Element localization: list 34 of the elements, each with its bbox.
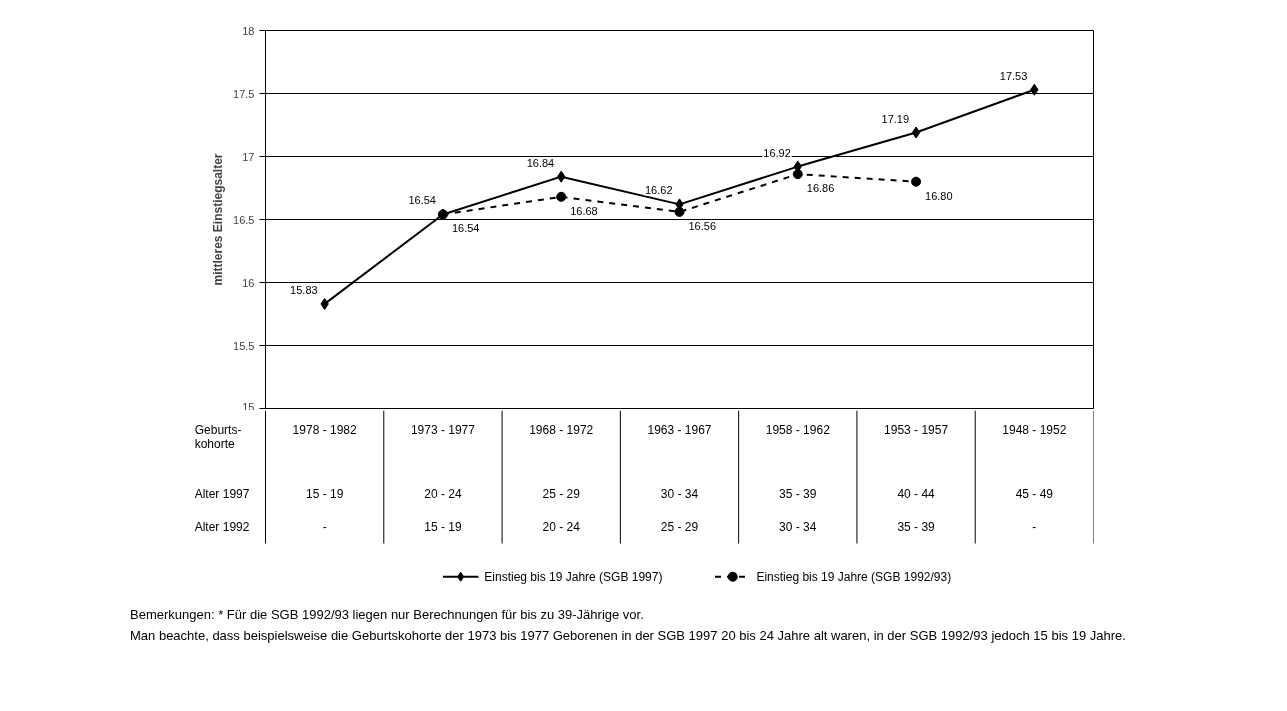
data-label: 16.92 bbox=[763, 146, 791, 159]
legend-label: Einstieg bis 19 Jahre (SGB 1992/93) bbox=[756, 569, 952, 584]
legend-label: Einstieg bis 19 Jahre (SGB 1997) bbox=[484, 569, 663, 584]
category-label: 1978 - 1982 15 - 19 - bbox=[292, 422, 357, 535]
category-label: 1963 - 1967 30 - 34 25 - 29 bbox=[647, 422, 712, 534]
y-tick-label: 17.5 bbox=[233, 87, 255, 100]
data-label: 16.86 bbox=[806, 182, 835, 195]
y-tick-label: 16.5 bbox=[233, 213, 255, 226]
data-label: 16.56 bbox=[688, 219, 717, 232]
y-axis-title: mittleres Einstiegsalter bbox=[211, 153, 226, 286]
data-label: 17.53 bbox=[999, 69, 1028, 82]
data-label: 16.54 bbox=[408, 194, 436, 207]
data-label: 15.83 bbox=[290, 283, 318, 296]
data-label: 16.84 bbox=[526, 156, 555, 169]
y-tick-label: 15 bbox=[242, 400, 255, 413]
y-tick-label: 16 bbox=[242, 276, 255, 289]
text: Alter 1992 bbox=[194, 519, 250, 534]
y-tick-label: 17 bbox=[242, 150, 255, 163]
category-label: 1953 - 1957 40 - 44 35 - 39 bbox=[884, 422, 949, 534]
data-label: 16.62 bbox=[644, 184, 673, 197]
category-label: 1958 - 1962 35 - 39 30 - 34 bbox=[765, 422, 830, 534]
data-label: 16.80 bbox=[925, 189, 953, 202]
y-tick-label: 15.5 bbox=[233, 339, 255, 352]
text: Bemerkungen: * Für die SGB 1992/93 liegen nur Berechnungen für bis zu 39-Jährige vor. bbox=[130, 607, 644, 622]
data-label: 16.54 bbox=[451, 222, 480, 235]
data-label: 17.19 bbox=[881, 112, 910, 125]
category-label: 1973 - 1977 20 - 24 15 - 19 bbox=[410, 422, 475, 534]
category-label: 1968 - 1972 25 - 29 20 - 24 bbox=[529, 422, 594, 534]
category-label: 1948 - 1952 45 - 49 - bbox=[1002, 422, 1067, 535]
data-label: 16.68 bbox=[570, 204, 598, 217]
y-tick-label: 18 bbox=[242, 24, 255, 37]
text: Alter 1997 bbox=[194, 486, 250, 501]
text: Man beachte, dass beispielsweise die Geburtskohorte der 1973 bis 1977 Geborenen in der SGB 1997 20 bis 24 Jahre alt waren, in der SGB 1992/93 jedoch 15 bis 19 Jahre. bbox=[130, 627, 1126, 643]
text: Geburts- kohorte bbox=[194, 422, 242, 451]
